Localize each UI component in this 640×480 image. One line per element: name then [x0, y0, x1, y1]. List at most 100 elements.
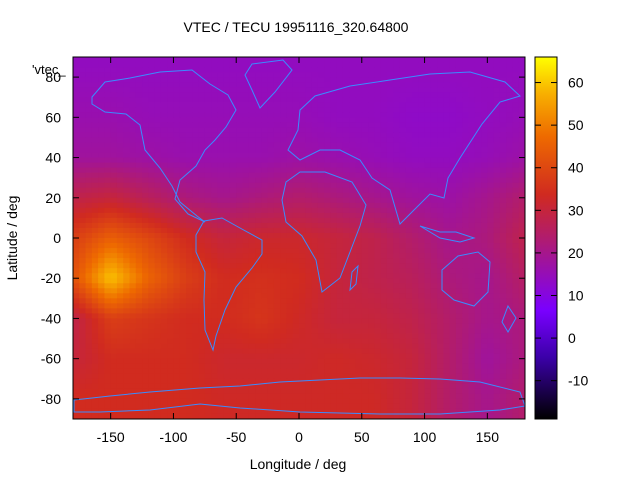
heatmap-cell — [204, 293, 212, 299]
heatmap-cell — [386, 207, 394, 214]
heatmap-cell — [255, 192, 262, 199]
heatmap-cell — [129, 127, 137, 134]
heatmap-cell — [481, 248, 488, 254]
heatmap-cell — [255, 172, 262, 179]
heatmap-cell — [512, 162, 520, 169]
heatmap-cell — [342, 222, 350, 229]
heatmap-cell — [192, 303, 200, 309]
heatmap-cell — [91, 67, 99, 73]
heatmap-cell — [374, 57, 382, 63]
heatmap-cell — [324, 82, 331, 88]
heatmap-cell — [73, 227, 80, 234]
heatmap-cell — [336, 182, 344, 189]
heatmap-cell — [198, 273, 206, 279]
heatmap-cell — [104, 258, 112, 264]
heatmap-cell — [91, 102, 99, 108]
heatmap-cell — [424, 308, 432, 315]
heatmap-cell — [311, 308, 319, 315]
heatmap-cell — [455, 182, 463, 189]
heatmap-cell — [292, 303, 300, 309]
heatmap-cell — [487, 132, 495, 139]
heatmap-cell — [449, 273, 457, 279]
heatmap-cell — [468, 127, 476, 134]
heatmap-cell — [437, 363, 444, 370]
heatmap-cell — [317, 62, 325, 68]
heatmap-cell — [261, 313, 269, 320]
heatmap-cell — [273, 142, 281, 149]
heatmap-cell — [424, 393, 432, 400]
heatmap-cell — [499, 348, 507, 355]
heatmap-cell — [129, 248, 137, 254]
heatmap-cell — [336, 363, 344, 370]
heatmap-cell — [462, 122, 470, 128]
heatmap-cell — [499, 398, 507, 405]
heatmap-cell — [487, 147, 495, 154]
heatmap-cell — [242, 313, 250, 320]
heatmap-cell — [142, 162, 149, 169]
heatmap-cell — [349, 368, 357, 375]
heatmap-cell — [368, 293, 375, 299]
heatmap-cell — [192, 192, 200, 199]
heatmap-cell — [154, 227, 162, 234]
heatmap-cell — [229, 358, 237, 365]
heatmap-cell — [255, 122, 262, 128]
heatmap-cell — [192, 373, 200, 380]
heatmap-cell — [305, 388, 313, 395]
heatmap-cell — [229, 263, 237, 269]
heatmap-cell — [437, 373, 444, 380]
heatmap-cell — [324, 308, 331, 315]
heatmap-cell — [437, 172, 444, 179]
heatmap-cell — [135, 403, 143, 410]
heatmap-cell — [110, 388, 118, 395]
heatmap-cell — [255, 338, 262, 345]
heatmap-cell — [481, 122, 488, 128]
heatmap-cell — [242, 147, 250, 154]
heatmap-cell — [481, 217, 488, 224]
heatmap-cell — [311, 77, 319, 83]
heatmap-cell — [192, 117, 200, 123]
heatmap-cell — [481, 127, 488, 134]
heatmap-cell — [518, 97, 525, 103]
heatmap-cell — [91, 227, 99, 234]
heatmap-cell — [116, 182, 124, 189]
heatmap-cell — [393, 358, 401, 365]
heatmap-cell — [437, 182, 444, 189]
heatmap-cell — [512, 318, 520, 325]
heatmap-cell — [481, 263, 488, 269]
heatmap-cell — [167, 217, 175, 224]
heatmap-cell — [405, 57, 413, 63]
heatmap-cell — [437, 122, 444, 128]
heatmap-cell — [116, 383, 124, 390]
heatmap-cell — [255, 232, 262, 239]
heatmap-cell — [248, 107, 256, 113]
heatmap-cell — [455, 338, 463, 345]
heatmap-cell — [361, 393, 369, 400]
heatmap-cell — [311, 72, 319, 78]
heatmap-cell — [267, 192, 275, 199]
heatmap-cell — [267, 388, 275, 395]
heatmap-cell — [481, 82, 488, 88]
heatmap-cell — [98, 162, 105, 169]
heatmap-cell — [142, 328, 149, 335]
heatmap-cell — [229, 353, 237, 360]
heatmap-cell — [248, 378, 256, 385]
heatmap-cell — [110, 338, 118, 345]
heatmap-cell — [468, 217, 476, 224]
heatmap-cell — [261, 288, 269, 294]
heatmap-cell — [468, 248, 476, 254]
heatmap-cell — [412, 283, 419, 289]
heatmap-cell — [85, 87, 93, 93]
heatmap-cell — [317, 72, 325, 78]
heatmap-cell — [204, 122, 212, 128]
heatmap-cell — [229, 72, 237, 78]
heatmap-cell — [292, 112, 300, 118]
heatmap-cell — [217, 308, 225, 315]
heatmap-cell — [506, 147, 514, 154]
heatmap-cell — [255, 308, 262, 315]
heatmap-cell — [286, 303, 294, 309]
heatmap-cell — [487, 373, 495, 380]
heatmap-cell — [349, 363, 357, 370]
heatmap-cell — [368, 112, 375, 118]
heatmap-cell — [380, 67, 388, 73]
heatmap-cell — [330, 202, 338, 209]
